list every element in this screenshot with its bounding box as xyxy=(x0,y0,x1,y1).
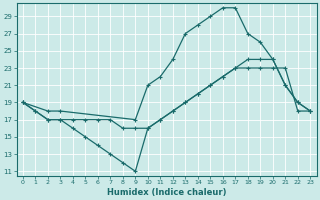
X-axis label: Humidex (Indice chaleur): Humidex (Indice chaleur) xyxy=(107,188,226,197)
